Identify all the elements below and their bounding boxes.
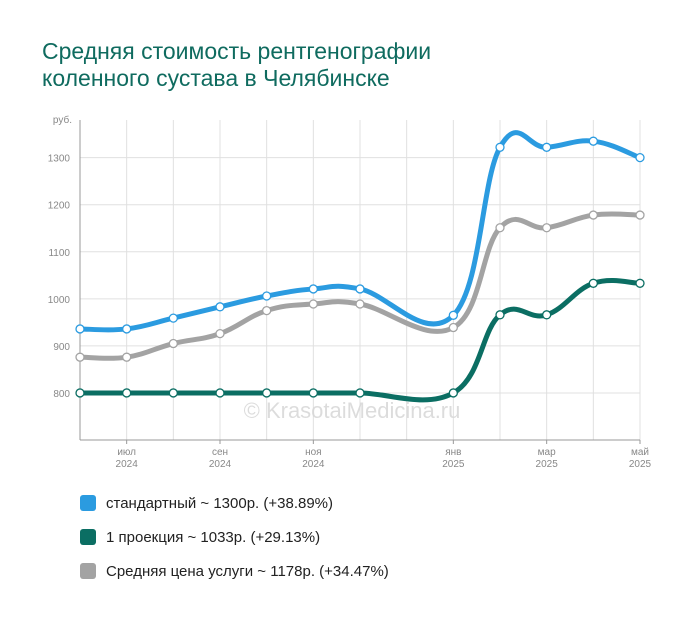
data-point-average bbox=[262, 305, 272, 316]
data-point-standard bbox=[168, 313, 178, 323]
x-tick-year: 2025 bbox=[629, 459, 652, 470]
data-point-standard bbox=[75, 324, 85, 334]
data-point-average bbox=[122, 352, 132, 362]
data-point-standard bbox=[542, 142, 552, 152]
data-point-average bbox=[168, 338, 178, 349]
data-point-average bbox=[448, 322, 458, 333]
y-tick-label: 1100 bbox=[48, 248, 70, 259]
data-point-average bbox=[495, 223, 505, 233]
data-point-average bbox=[635, 210, 645, 220]
data-point-standard bbox=[262, 291, 272, 301]
data-point-one-projection bbox=[355, 388, 365, 398]
data-point-standard bbox=[122, 324, 132, 334]
x-tick-year: 2025 bbox=[442, 459, 465, 470]
data-point-one-projection bbox=[542, 310, 552, 320]
data-point-one-projection bbox=[588, 278, 598, 288]
x-tick-year: 2024 bbox=[302, 459, 325, 470]
y-tick-label: 1300 bbox=[48, 154, 71, 165]
data-point-average bbox=[355, 299, 365, 309]
data-point-standard bbox=[308, 284, 318, 294]
x-tick-month: мар bbox=[538, 447, 556, 458]
x-tick-year: 2024 bbox=[116, 459, 139, 470]
data-point-one-projection bbox=[122, 388, 132, 398]
x-tick-month: сен bbox=[212, 447, 228, 458]
legend-label-average: Средняя цена услуги ~ 1178р. (+34.47%) bbox=[106, 562, 389, 580]
chart-legend: стандартный ~ 1300р. (+38.89%) 1 проекци… bbox=[80, 486, 389, 588]
chart-title-line-1: Средняя стоимость рентгенографии bbox=[42, 38, 432, 64]
legend-label-standard: стандартный ~ 1300р. (+38.89%) bbox=[106, 494, 334, 512]
data-point-one-projection bbox=[215, 388, 225, 398]
chart-title-line-2: коленного сустава в Челябинске bbox=[42, 65, 390, 91]
legend-swatch-average bbox=[80, 563, 96, 579]
data-point-average bbox=[542, 223, 552, 233]
legend-swatch-one-projection bbox=[80, 529, 96, 545]
chart-title: Средняя стоимость рентгенографии коленно… bbox=[42, 38, 662, 92]
data-point-standard bbox=[588, 136, 598, 146]
x-tick-month: ноя bbox=[305, 447, 322, 458]
data-point-one-projection bbox=[75, 388, 85, 398]
legend-swatch-standard bbox=[80, 495, 96, 511]
y-tick-label: 1000 bbox=[48, 295, 71, 306]
data-point-standard bbox=[495, 142, 505, 152]
data-point-standard bbox=[355, 284, 365, 294]
data-point-average bbox=[215, 328, 225, 339]
legend-item-one-projection[interactable]: 1 проекция ~ 1033р. (+29.13%) bbox=[80, 520, 389, 554]
legend-item-standard[interactable]: стандартный ~ 1300р. (+38.89%) bbox=[80, 486, 389, 520]
data-point-one-projection bbox=[308, 388, 318, 398]
data-point-average bbox=[588, 210, 598, 220]
y-tick-label: 800 bbox=[53, 389, 70, 400]
x-tick-year: 2025 bbox=[536, 459, 559, 470]
data-point-average bbox=[308, 299, 318, 309]
x-tick-year: 2024 bbox=[209, 459, 232, 470]
y-tick-label: 900 bbox=[53, 342, 70, 353]
data-point-one-projection bbox=[495, 310, 505, 320]
y-unit-label: руб. bbox=[53, 114, 72, 126]
legend-item-average[interactable]: Средняя цена услуги ~ 1178р. (+34.47%) bbox=[80, 554, 389, 588]
y-tick-label: 1200 bbox=[48, 201, 71, 212]
x-tick-month: июл bbox=[117, 447, 136, 458]
data-point-one-projection bbox=[448, 388, 458, 398]
x-tick-month: янв bbox=[445, 447, 461, 458]
legend-label-one-projection: 1 проекция ~ 1033р. (+29.13%) bbox=[106, 528, 321, 546]
data-point-standard bbox=[215, 302, 225, 312]
data-point-standard bbox=[635, 152, 645, 163]
data-point-standard bbox=[448, 310, 458, 320]
data-point-one-projection bbox=[262, 388, 272, 398]
data-point-average bbox=[75, 352, 85, 362]
x-tick-month: май bbox=[631, 447, 649, 458]
data-point-one-projection bbox=[635, 278, 645, 288]
data-point-one-projection bbox=[168, 388, 178, 398]
